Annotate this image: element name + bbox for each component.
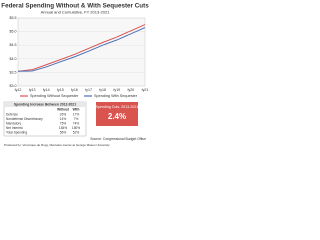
legend-label: Spending Without Sequester — [30, 94, 79, 98]
table-cell: 184% — [59, 126, 67, 130]
y-tick-label: $4.5 — [10, 43, 17, 47]
x-tick-label: fy21 — [142, 88, 149, 92]
table-cell: 75% — [60, 121, 67, 125]
table-row-label: Net Interest — [6, 126, 23, 130]
y-tick-label: $5.5 — [10, 16, 17, 20]
chart-title: Federal Spending Without & With Sequeste… — [1, 3, 149, 10]
x-tick-label: fy17 — [85, 88, 92, 92]
callout-box — [96, 102, 138, 126]
x-tick-label: fy12 — [15, 88, 22, 92]
table-cell: 26% — [60, 112, 67, 116]
y-tick-label: $3.5 — [10, 70, 17, 74]
table-cell: 74% — [73, 121, 80, 125]
x-tick-label: fy15 — [57, 88, 64, 92]
table-row-label: Nondefense Discretionary — [6, 117, 43, 121]
chart: Federal Spending Without & With Sequeste… — [1, 3, 149, 147]
legend-label: Spending With Sequester — [94, 94, 138, 98]
source: Source: Congressional Budget Office — [90, 137, 146, 141]
table-cell: 7% — [74, 117, 79, 121]
plot-area — [17, 17, 146, 87]
table-title: Spending Increase Between 2012-2021 — [14, 103, 76, 107]
x-tick-label: fy14 — [43, 88, 50, 92]
series-line — [17, 24, 146, 72]
table-cell: 52% — [73, 130, 80, 134]
y-tick-label: $3.0 — [10, 84, 17, 88]
table-column-header: With — [73, 107, 80, 111]
x-tick-label: fy16 — [71, 88, 78, 92]
table-cell: 56% — [60, 130, 67, 134]
table-column-header: Without — [57, 107, 70, 111]
chart-subtitle: Annual and Cumulative, FY 2013-2021 — [41, 10, 111, 15]
table-row-label: Total Spending — [6, 130, 27, 134]
table-row-label: Mandatory — [6, 121, 21, 125]
series-line — [17, 27, 146, 72]
table-row-label: Defense — [6, 112, 18, 116]
credit: Produced by: Veronique de Rugy, Mercatus… — [4, 143, 110, 147]
y-tick-label: $4.0 — [10, 57, 17, 61]
x-tick-label: fy13 — [29, 88, 36, 92]
callout-value: 2.4% — [108, 112, 126, 121]
callout-title: Spending Cuts, 2013-2021 — [96, 105, 139, 109]
x-tick-label: fy20 — [127, 88, 134, 92]
x-tick-label: fy19 — [113, 88, 120, 92]
table-cell: 14% — [60, 117, 67, 121]
table-header-bg — [4, 102, 86, 107]
table-cell: 180% — [72, 126, 80, 130]
table-cell: 17% — [73, 112, 80, 116]
x-tick-label: fy18 — [99, 88, 106, 92]
table-frame — [3, 101, 87, 137]
y-tick-label: $5.0 — [10, 30, 17, 34]
